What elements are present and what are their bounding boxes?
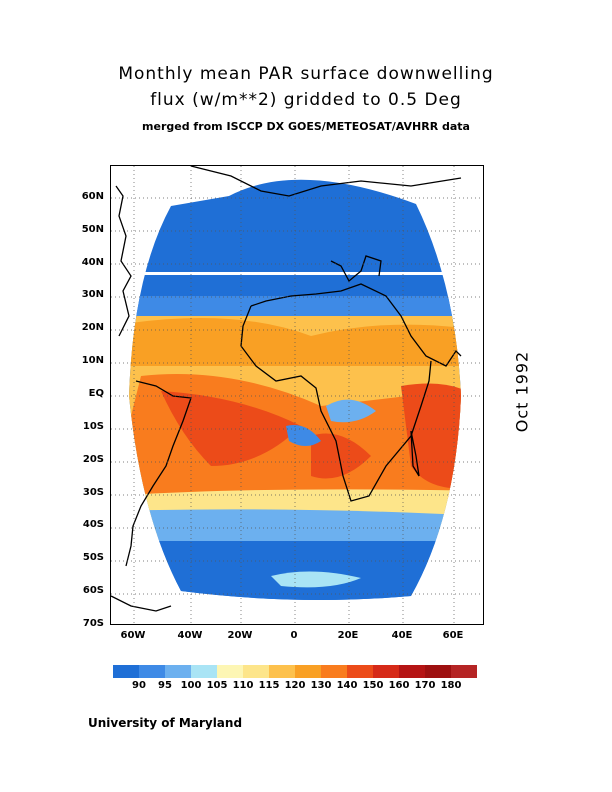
colorbar-swatch [321, 665, 347, 678]
lon-tick-label: 0 [290, 630, 298, 641]
colorbar-swatch [451, 665, 477, 678]
lat-tick-label: 40N [81, 256, 104, 268]
lat-tick-label: 50S [82, 552, 104, 564]
colorbar-tick-label: 105 [206, 680, 228, 691]
colorbar-tick-label: 130 [310, 680, 332, 691]
colorbar-swatch [269, 665, 295, 678]
lon-tick-label: 40W [177, 630, 203, 641]
colorbar-tick-label: 170 [414, 680, 436, 691]
lat-tick-label: 40S [82, 519, 104, 531]
colorbar-swatch [425, 665, 451, 678]
colorbar-tick-label: 115 [258, 680, 280, 691]
lat-tick-label: 60N [81, 190, 104, 202]
lat-tick-label: 10N [81, 355, 104, 367]
title-line-2: flux (w/m**2) gridded to 0.5 Deg [150, 90, 462, 110]
lat-tick-label: 30N [81, 289, 104, 301]
coastlines [111, 166, 462, 612]
colorbar-tick-label: 90 [132, 680, 146, 691]
title-line-1: Monthly mean PAR surface downwelling [118, 64, 494, 84]
footer-credit: University of Maryland [88, 716, 243, 730]
title-line-3: merged from ISCCP DX GOES/METEOSAT/AVHRR… [142, 120, 470, 133]
missing-data-stripe [141, 272, 461, 275]
colorbar-swatch [217, 665, 243, 678]
colorbar-tick-label: 95 [158, 680, 172, 691]
lon-tick-label: 60W [120, 630, 146, 641]
par-flux-map [111, 166, 483, 624]
colorbar-tick-label: 120 [284, 680, 306, 691]
lat-tick-label: 10S [82, 420, 104, 432]
colorbar-swatch [113, 665, 139, 678]
colorbar-swatch [165, 665, 191, 678]
colorbar-swatch [295, 665, 321, 678]
colorbar-tick-label: 150 [362, 680, 384, 691]
colorbar-swatch [243, 665, 269, 678]
colorbar-tick-label: 100 [180, 680, 202, 691]
colorbar-swatch [373, 665, 399, 678]
colorbar-tick-label: 140 [336, 680, 358, 691]
colorbar-swatch [347, 665, 373, 678]
lon-tick-label: 20W [227, 630, 253, 641]
lat-tick-label: 70S [82, 618, 104, 629]
lat-tick-label: 60S [82, 585, 104, 597]
lat-tick-label: 50N [81, 223, 104, 235]
colorbar [113, 665, 477, 678]
colorbar-tick-label: 110 [232, 680, 254, 691]
date-label: Oct 1992 [512, 350, 532, 433]
lon-tick-label: 40E [391, 630, 413, 641]
lon-tick-label: 60E [442, 630, 464, 641]
colorbar-tick-label: 180 [440, 680, 462, 691]
lat-tick-label: 20S [82, 453, 104, 465]
colorbar-swatch [399, 665, 425, 678]
lon-tick-label: 20E [337, 630, 359, 641]
colorbar-tick-label: 160 [388, 680, 410, 691]
map-panel [110, 165, 484, 625]
lat-tick-label: 30S [82, 486, 104, 498]
lat-tick-label: EQ [88, 388, 104, 399]
lat-tick-label: 20N [81, 322, 104, 334]
graticule [111, 166, 483, 624]
flux-field [129, 179, 461, 601]
colorbar-swatch [139, 665, 165, 678]
colorbar-swatch [191, 665, 217, 678]
